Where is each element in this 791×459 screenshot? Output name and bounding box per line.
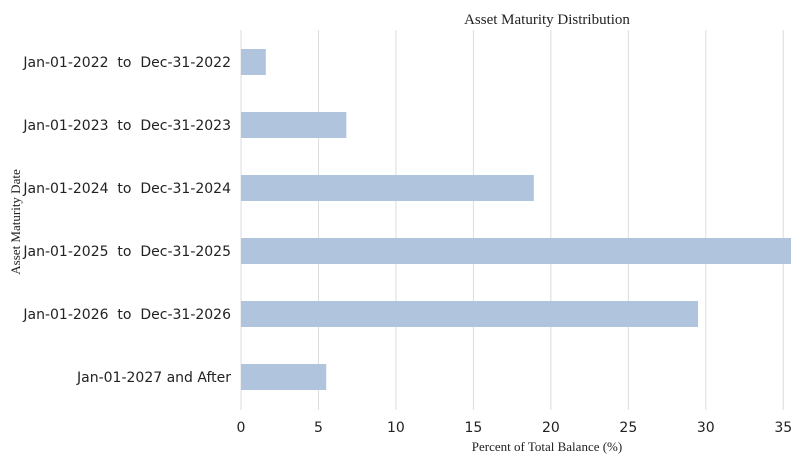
y-tick-label: Jan-01-2025 to Dec-31-2025 xyxy=(22,244,231,260)
bar xyxy=(241,238,791,264)
x-axis-label: Percent of Total Balance (%) xyxy=(472,439,622,454)
bar xyxy=(241,301,699,327)
y-tick-label: Jan-01-2022 to Dec-31-2022 xyxy=(22,55,231,71)
x-tick-label: 0 xyxy=(237,420,246,436)
x-tick-label: 35 xyxy=(774,420,791,436)
bar xyxy=(241,364,327,390)
x-tick-label: 10 xyxy=(387,420,405,436)
bar xyxy=(241,49,266,75)
x-tick-label: 25 xyxy=(619,420,637,436)
y-tick-label: Jan-01-2023 to Dec-31-2023 xyxy=(22,118,231,134)
bar xyxy=(241,175,534,201)
bars xyxy=(241,49,791,390)
bar xyxy=(241,112,347,138)
y-tick-label: Jan-01-2024 to Dec-31-2024 xyxy=(22,181,231,197)
x-tick-label: 20 xyxy=(542,420,560,436)
y-tick-label: Jan-01-2026 to Dec-31-2026 xyxy=(22,307,231,323)
gridlines xyxy=(240,30,784,410)
y-tick-label: Jan-01-2027 and After xyxy=(76,370,231,386)
x-tick-label: 15 xyxy=(464,420,482,436)
x-tick-labels: 0 5 10 15 20 25 30 35 xyxy=(237,420,791,436)
y-axis-label: Asset Maturity Date xyxy=(8,169,23,275)
y-tick-labels: Jan-01-2022 to Dec-31-2022 Jan-01-2023 to… xyxy=(22,55,231,386)
x-tick-label: 5 xyxy=(314,420,323,436)
x-tick-label: 30 xyxy=(697,420,715,436)
chart-title: Asset Maturity Distribution xyxy=(464,12,630,28)
